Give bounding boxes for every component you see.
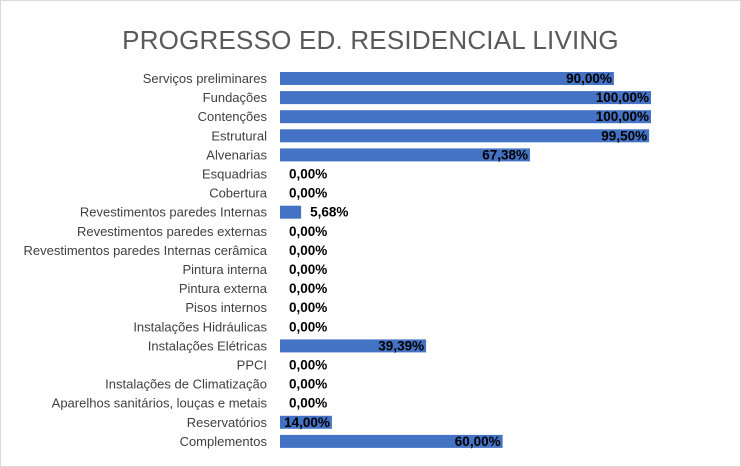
category-label: Instalações Hidráulicas [133, 319, 267, 334]
bar [280, 110, 651, 124]
data-label: 39,39% [378, 338, 424, 353]
data-label: 0,00% [289, 224, 327, 239]
category-label: Pintura externa [179, 281, 268, 296]
category-label: PPCI [237, 358, 267, 373]
data-label: 14,00% [284, 415, 330, 430]
bars-layer [280, 72, 651, 448]
value-labels: 90,00% 100,00% 100,00% 99,50% 67,38% 0,00% 0,0… [284, 71, 649, 449]
category-label: Esquadrias [202, 167, 268, 182]
data-label: 5,68% [310, 205, 348, 220]
category-label: Cobertura [209, 186, 268, 201]
bar [280, 205, 302, 219]
category-label: Contenções [198, 109, 268, 124]
category-label: Alvenarias [206, 147, 267, 162]
data-label: 0,00% [289, 262, 327, 277]
data-label: 67,38% [482, 147, 528, 162]
bar [280, 415, 332, 429]
data-label: 0,00% [289, 377, 327, 392]
category-label: Complementos [180, 434, 268, 449]
category-label: Pisos internos [185, 300, 267, 315]
data-label: 0,00% [289, 243, 327, 258]
data-label: 0,00% [289, 186, 327, 201]
data-label: 0,00% [289, 300, 327, 315]
category-label: Revestimentos paredes Internas cerâmica [23, 243, 267, 258]
data-label: 0,00% [289, 167, 327, 182]
bar [280, 91, 651, 105]
category-label: Reservatórios [187, 415, 268, 430]
bar [280, 434, 503, 448]
bar [280, 72, 614, 85]
data-label: 0,00% [289, 319, 327, 334]
category-label: Revestimentos paredes Internas [80, 205, 268, 220]
data-label: 0,00% [289, 358, 327, 373]
category-label: Serviços preliminares [143, 71, 268, 86]
data-label: 99,50% [601, 128, 647, 143]
bar [280, 339, 427, 353]
chart-title: PROGRESSO ED. RESIDENCIAL LIVING [122, 25, 619, 55]
category-label: Estrutural [211, 128, 267, 143]
category-label: Aparelhos sanitários, louças e metais [52, 396, 268, 411]
category-label: Pintura interna [182, 262, 267, 277]
data-label: 60,00% [455, 434, 501, 449]
data-label: 100,00% [596, 90, 649, 105]
data-label: 0,00% [289, 281, 327, 296]
category-label: Instalações Elétricas [148, 338, 268, 353]
category-label: Instalações de Climatização [105, 377, 267, 392]
category-labels: Serviços preliminares Fundações Contenções… [23, 71, 267, 449]
bar [280, 129, 650, 143]
data-label: 100,00% [596, 109, 649, 124]
bar [280, 148, 530, 162]
category-label: Revestimentos paredes externas [77, 224, 268, 239]
data-label: 90,00% [566, 71, 612, 86]
category-label: Fundações [203, 90, 268, 105]
data-label: 0,00% [289, 396, 327, 411]
